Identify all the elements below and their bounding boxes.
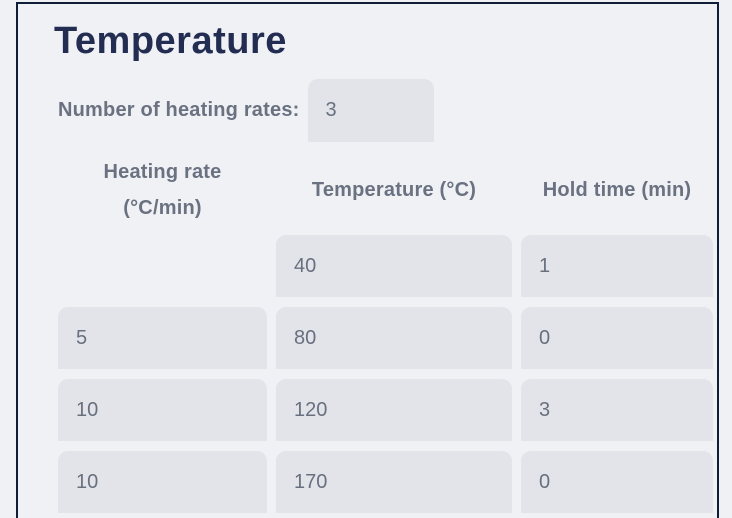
heating-rate-input-row-3[interactable] <box>58 379 267 441</box>
heating-rate-input-row-4[interactable] <box>58 451 267 513</box>
heating-rates-input[interactable] <box>307 79 434 142</box>
column-header-hold-time: Hold time (min) <box>542 178 692 201</box>
temperature-input-row-4[interactable] <box>276 451 512 513</box>
page-title: Temperature <box>54 20 287 62</box>
hold-time-input-row-2[interactable] <box>521 307 713 369</box>
temperature-program-table: Heating rate (°C/min) Temperature (°C) H… <box>58 154 713 513</box>
heating-rates-label: Number of heating rates: <box>58 99 300 121</box>
heating-rate-input-row-2[interactable] <box>58 307 267 369</box>
temperature-input-row-1[interactable] <box>276 235 512 297</box>
temperature-panel: Temperature Number of heating rates: Hea… <box>16 2 719 518</box>
hold-time-input-row-3[interactable] <box>521 379 713 441</box>
column-header-temperature: Temperature (°C) <box>311 178 477 201</box>
temperature-input-row-2[interactable] <box>276 307 512 369</box>
column-header-heating-rate: Heating rate (°C/min) <box>103 160 222 219</box>
heating-rates-row: Number of heating rates: <box>58 79 713 142</box>
heating-rate-empty-cell-row-1 <box>58 235 267 297</box>
temperature-input-row-3[interactable] <box>276 379 512 441</box>
hold-time-input-row-1[interactable] <box>521 235 713 297</box>
hold-time-input-row-4[interactable] <box>521 451 713 513</box>
